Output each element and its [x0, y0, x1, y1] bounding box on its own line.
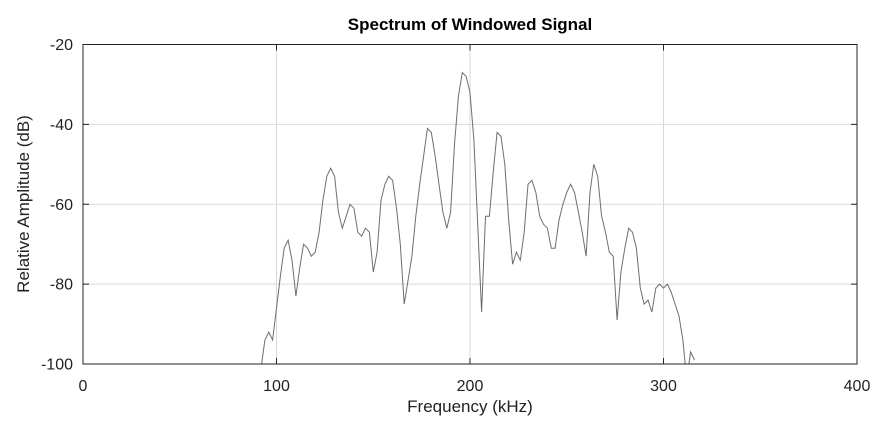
plot-frame: [82, 44, 858, 365]
series-layer: [261, 71, 695, 364]
spectrum-series-line: [261, 71, 695, 364]
chart-title: Spectrum of Windowed Signal: [348, 15, 592, 34]
x-axis-label: Frequency (kHz): [407, 397, 533, 416]
y-tick-labels: -100 -80 -60 -40 -20: [41, 37, 73, 374]
x-tick-label: 0: [79, 378, 88, 395]
x-tick-label: 200: [457, 378, 484, 395]
x-tick-label: 400: [844, 378, 871, 395]
x-tick-labels: 0 100 200 300 400: [79, 378, 871, 395]
y-tick-label: -100: [41, 357, 73, 374]
y-tick-label: -80: [50, 277, 73, 294]
y-axis-label: Relative Amplitude (dB): [14, 115, 33, 293]
x-tick-label: 300: [650, 378, 677, 395]
y-tick-label: -60: [50, 197, 73, 214]
y-tick-label: -40: [50, 117, 73, 134]
y-tick-label: -20: [50, 37, 73, 54]
x-tick-label: 100: [263, 378, 290, 395]
